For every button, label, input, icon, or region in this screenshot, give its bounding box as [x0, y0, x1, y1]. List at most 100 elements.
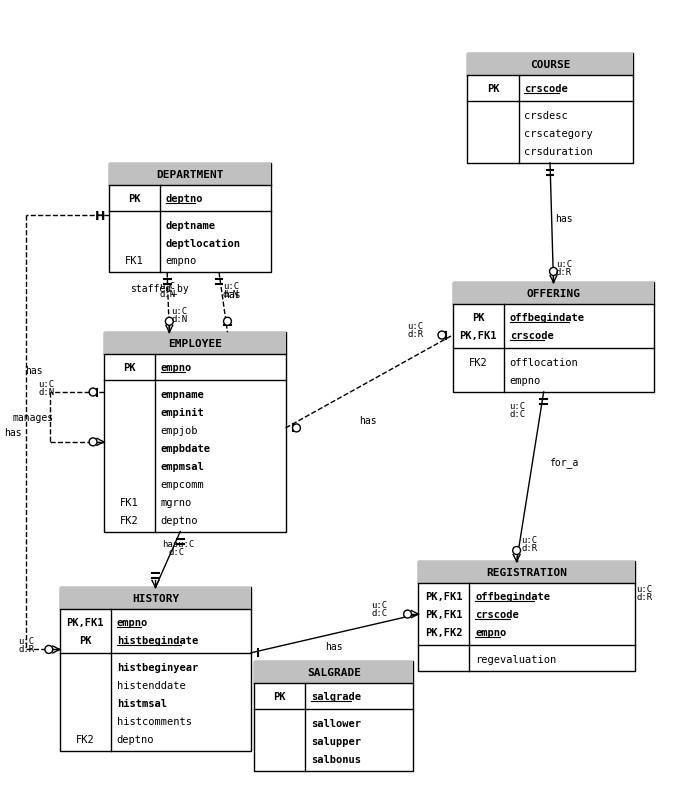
Text: d:N: d:N: [223, 290, 239, 298]
Text: PK,FK2: PK,FK2: [425, 627, 463, 638]
Text: COURSE: COURSE: [530, 60, 571, 70]
Text: FK2: FK2: [120, 515, 139, 525]
Bar: [59, 610, 251, 654]
Text: u:C: u:C: [19, 636, 34, 645]
Text: offbegindate: offbegindate: [475, 592, 551, 602]
Text: d:R: d:R: [522, 543, 538, 553]
Text: d:C: d:C: [371, 608, 387, 617]
Text: u:C: u:C: [159, 282, 175, 290]
Text: empjob: empjob: [161, 425, 198, 435]
Circle shape: [224, 318, 231, 326]
Text: d:C: d:C: [168, 547, 184, 557]
Text: crsduration: crsduration: [524, 147, 593, 156]
Text: d:R: d:R: [19, 644, 34, 653]
Text: PK: PK: [123, 363, 136, 373]
Text: OFFERING: OFFERING: [526, 289, 580, 299]
Text: empno: empno: [510, 375, 541, 386]
Text: manages: manages: [12, 412, 54, 423]
Text: mgrno: mgrno: [161, 497, 192, 507]
Text: has: has: [223, 290, 241, 300]
Text: PK: PK: [472, 313, 484, 323]
Text: histenddate: histenddate: [117, 680, 186, 691]
Text: empcomm: empcomm: [161, 479, 205, 489]
Text: u:C: u:C: [556, 260, 572, 269]
Text: PK: PK: [128, 193, 141, 204]
Text: empno: empno: [166, 256, 197, 266]
Text: u:C: u:C: [371, 600, 387, 609]
Circle shape: [89, 388, 97, 396]
Text: PK,FK1: PK,FK1: [425, 592, 463, 602]
Text: empmsal: empmsal: [161, 461, 205, 472]
Text: crscode: crscode: [475, 610, 519, 619]
Bar: [453, 283, 654, 392]
Bar: [59, 588, 251, 610]
Text: deptlocation: deptlocation: [166, 238, 241, 249]
Text: PK: PK: [273, 691, 286, 701]
Text: sallower: sallower: [311, 718, 362, 728]
Text: FK1: FK1: [120, 497, 139, 507]
Text: PK,FK1: PK,FK1: [460, 330, 497, 341]
Bar: [418, 584, 635, 646]
Text: d:N: d:N: [159, 290, 175, 298]
Text: salgrade: salgrade: [311, 691, 362, 701]
Text: for_a: for_a: [549, 457, 578, 468]
Text: HISTORY: HISTORY: [132, 593, 179, 604]
Text: PK: PK: [79, 635, 92, 646]
Text: empbdate: empbdate: [161, 444, 211, 453]
Text: empno: empno: [161, 363, 192, 373]
Text: FK2: FK2: [76, 734, 95, 744]
Circle shape: [45, 646, 52, 654]
Text: crscategory: crscategory: [524, 129, 593, 139]
Text: deptno: deptno: [117, 734, 154, 744]
Text: crsdesc: crsdesc: [524, 111, 569, 121]
Text: offlocation: offlocation: [510, 358, 578, 367]
Text: empno: empno: [475, 627, 506, 638]
Text: empno: empno: [117, 618, 148, 627]
Circle shape: [549, 268, 558, 276]
Bar: [59, 588, 251, 751]
Text: u:C: u:C: [38, 379, 54, 388]
Circle shape: [166, 318, 173, 326]
Bar: [104, 333, 286, 354]
Text: histbegindate: histbegindate: [117, 635, 198, 646]
Text: EMPLOYEE: EMPLOYEE: [168, 338, 221, 349]
Bar: [468, 55, 633, 76]
Bar: [453, 305, 654, 349]
Bar: [109, 164, 271, 185]
Text: has: has: [26, 366, 43, 375]
Bar: [418, 561, 635, 584]
Text: deptno: deptno: [161, 515, 198, 525]
Text: deptno: deptno: [166, 193, 204, 204]
Text: salbonus: salbonus: [311, 754, 362, 764]
Text: histmsal: histmsal: [117, 698, 166, 708]
Bar: [418, 561, 635, 671]
Bar: [104, 354, 286, 381]
Bar: [254, 662, 413, 683]
Text: d:R: d:R: [408, 329, 424, 338]
Text: PK: PK: [486, 84, 500, 94]
Text: crscode: crscode: [510, 330, 553, 341]
Bar: [254, 662, 413, 771]
Bar: [109, 164, 271, 273]
Text: offbegindate: offbegindate: [510, 313, 584, 323]
Bar: [468, 76, 633, 102]
Text: PK,FK1: PK,FK1: [425, 610, 463, 619]
Text: FK2: FK2: [469, 358, 488, 367]
Bar: [453, 283, 654, 305]
Circle shape: [404, 610, 411, 618]
Circle shape: [89, 439, 97, 446]
Text: d:N: d:N: [38, 387, 54, 396]
Text: H: H: [95, 209, 105, 223]
Text: SALGRADE: SALGRADE: [307, 667, 361, 677]
Bar: [109, 185, 271, 212]
Text: u:C: u:C: [171, 306, 188, 315]
Text: u:C: u:C: [522, 536, 538, 545]
Text: regevaluation: regevaluation: [475, 654, 557, 664]
Text: u:C: u:C: [509, 402, 525, 411]
Text: has: has: [325, 641, 343, 651]
Text: hasu:C: hasu:C: [163, 539, 195, 549]
Text: deptname: deptname: [166, 221, 216, 230]
Text: has: has: [359, 415, 377, 425]
Text: d:R: d:R: [556, 268, 572, 277]
Text: has: has: [3, 428, 21, 438]
